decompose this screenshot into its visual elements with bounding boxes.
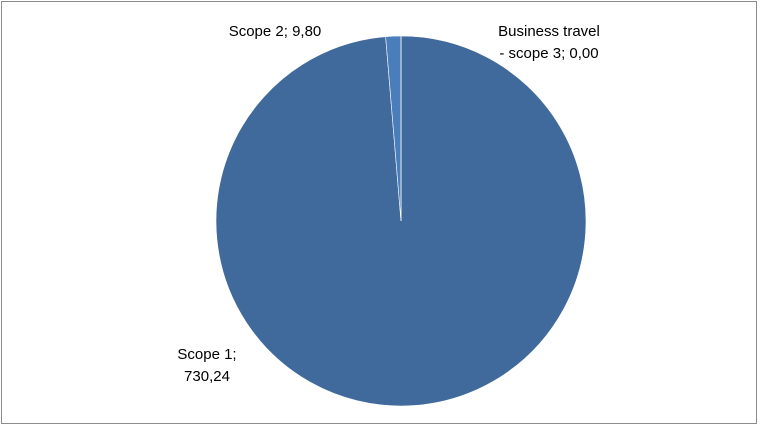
data-label-scope-1: Scope 1; 730,24 xyxy=(177,346,236,385)
data-labels: Scope 1; 730,24 Scope 2; 9,80 Business trav… xyxy=(177,23,599,385)
data-label-scope-2: Scope 2; 9,80 xyxy=(229,23,322,40)
data-label-business-travel-scope-3: Business travel - scope 3; 0,00 xyxy=(498,23,600,62)
data-label-line: 730,24 xyxy=(184,368,230,385)
data-label-line: - scope 3; 0,00 xyxy=(499,45,598,62)
data-label-line: Scope 1; xyxy=(177,346,236,363)
pie-slices xyxy=(215,35,587,407)
data-label-line: Scope 2; 9,80 xyxy=(229,23,322,40)
data-label-line: Business travel xyxy=(498,23,600,40)
